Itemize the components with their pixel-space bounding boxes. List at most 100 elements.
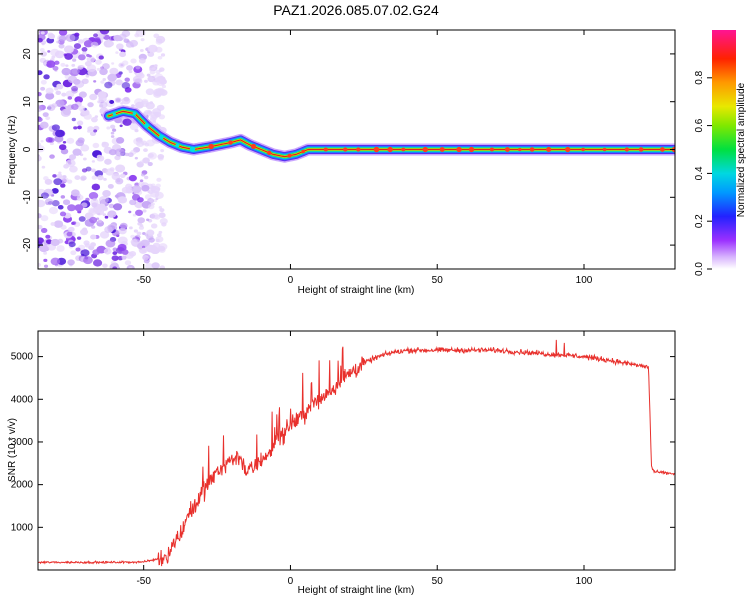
noise-blob — [55, 99, 65, 107]
noise-blob — [153, 198, 158, 203]
ridge-peak — [468, 146, 475, 153]
noise-blob — [39, 48, 45, 52]
noise-blob — [75, 139, 85, 147]
noise-blob — [67, 226, 75, 233]
noise-blob — [85, 74, 90, 78]
noise-blob — [154, 64, 158, 68]
noise-blob — [62, 199, 71, 206]
spectrogram-y-tick-label: -10 — [22, 190, 33, 205]
noise-blob — [56, 245, 65, 252]
noise-blob — [154, 73, 164, 81]
noise-blob — [155, 238, 160, 243]
noise-blob — [101, 141, 107, 146]
noise-blob — [50, 156, 54, 159]
noise-blob — [134, 156, 138, 160]
noise-blob — [115, 51, 119, 54]
noise-blob — [158, 156, 164, 161]
noise-blob — [146, 139, 155, 147]
noise-blob — [147, 203, 155, 210]
ridge-peak — [638, 147, 644, 152]
noise-blob — [139, 160, 145, 165]
snr-y-axis: 1000 2000 3000 4000 5000 — [11, 352, 675, 533]
noise-blob — [50, 257, 61, 266]
noise-blob — [76, 120, 84, 126]
noise-blob — [68, 161, 72, 165]
noise-blob — [106, 126, 111, 130]
noise-blob — [129, 250, 137, 257]
noise-blob — [128, 226, 133, 230]
noise-blob — [53, 178, 63, 186]
noise-blob — [114, 155, 121, 161]
noise-blob — [46, 60, 56, 68]
noise-blob — [40, 227, 48, 234]
noise-blob — [99, 68, 108, 76]
noise-blob — [151, 67, 156, 71]
noise-blob — [62, 140, 67, 144]
noise-blob — [113, 34, 122, 42]
noise-blob — [125, 183, 133, 190]
noise-blob — [73, 126, 78, 130]
noise-blob — [124, 77, 130, 82]
noise-blob — [77, 64, 84, 70]
noise-blob — [55, 129, 65, 138]
noise-blob — [60, 195, 66, 199]
ridge-peak — [266, 150, 272, 156]
noise-blob — [142, 209, 147, 213]
noise-blob — [45, 234, 51, 239]
noise-blob — [80, 249, 90, 257]
noise-blob — [96, 245, 107, 254]
noise-blob — [136, 140, 145, 147]
noise-blob — [134, 201, 144, 209]
spectrogram-x-tick-label: -50 — [136, 275, 151, 286]
noise-blob — [142, 232, 146, 236]
spectrogram-noise-cloud — [38, 30, 168, 269]
noise-blob — [98, 55, 104, 60]
ridge-peak — [250, 143, 257, 149]
noise-blob — [91, 183, 101, 191]
noise-blob — [89, 131, 97, 137]
noise-blob — [42, 112, 49, 118]
noise-blob — [102, 263, 108, 268]
noise-blob — [40, 79, 47, 85]
noise-blob — [111, 255, 119, 262]
spectrogram-y-tick-label: 10 — [22, 96, 33, 108]
ridge-peak — [132, 111, 137, 116]
ridge-peak — [602, 147, 607, 152]
spectrogram-x-tick-label: 0 — [288, 275, 294, 286]
noise-blob — [38, 145, 45, 153]
noise-blob — [62, 177, 69, 183]
noise-blob — [60, 183, 66, 188]
noise-blob — [137, 72, 145, 79]
noise-blob — [76, 197, 82, 201]
noise-blob — [152, 120, 156, 124]
noise-blob — [63, 45, 74, 54]
noise-blob — [48, 137, 55, 143]
noise-blob — [158, 206, 163, 209]
snr-y-tick-label: 3000 — [11, 437, 34, 448]
noise-blob — [78, 216, 86, 222]
noise-blob — [91, 225, 96, 229]
noise-blob — [61, 67, 71, 76]
noise-blob — [107, 210, 117, 218]
noise-blob — [151, 247, 160, 255]
snr-y-tick-label: 1000 — [11, 522, 34, 533]
noise-blob — [119, 51, 127, 58]
noise-blob — [111, 128, 117, 132]
noise-blob — [90, 234, 97, 240]
noise-blob — [134, 33, 140, 38]
noise-blob — [137, 197, 144, 203]
snr-y-tick-label: 2000 — [11, 480, 34, 491]
noise-blob — [156, 187, 161, 191]
noise-blob — [108, 149, 117, 156]
noise-blob — [43, 258, 48, 262]
noise-blob — [120, 102, 124, 105]
noise-blob — [158, 230, 163, 234]
noise-blob — [38, 38, 43, 43]
noise-blob — [107, 183, 114, 189]
noise-blob — [160, 149, 165, 153]
noise-blob — [97, 219, 102, 224]
noise-blob — [59, 211, 67, 217]
snr-x-label: Height of straight line (km) — [298, 585, 415, 596]
noise-blob — [88, 192, 99, 200]
noise-blob — [127, 152, 134, 158]
